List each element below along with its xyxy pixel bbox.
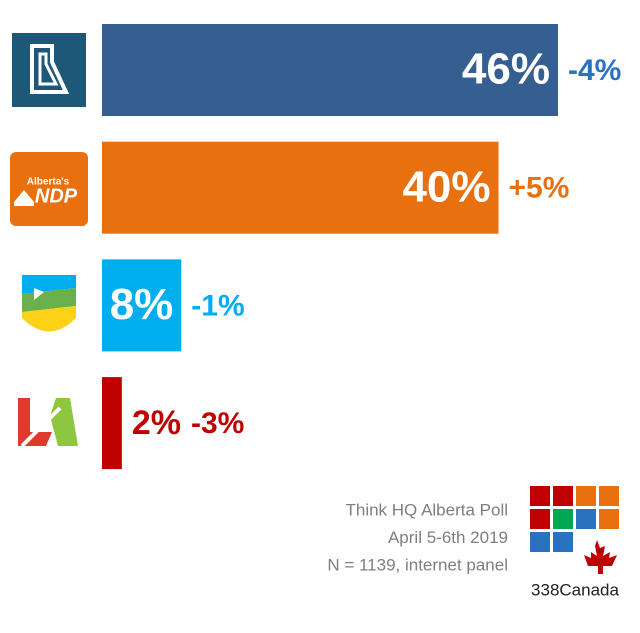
bar: [102, 259, 182, 352]
value-label: 8%: [110, 280, 174, 329]
value-label: 2%: [132, 404, 181, 442]
source-line: Think HQ Alberta Poll: [345, 500, 508, 519]
value-label: 40%: [402, 162, 490, 211]
source-line: N = 1139, internet panel: [327, 555, 508, 574]
ndp-logo-small: Alberta's: [27, 177, 70, 188]
change-label: -1%: [191, 289, 244, 322]
ucp-logo: [12, 33, 86, 107]
ndp-logo-text: NDP: [35, 185, 78, 207]
bar: [102, 377, 122, 470]
value-label: 46%: [462, 45, 550, 94]
liberal-logo: [18, 398, 78, 448]
brand-name: 338Canada: [531, 580, 619, 599]
alberta-party-logo: [22, 275, 76, 332]
change-label: -4%: [568, 54, 621, 87]
ndp-logo: Alberta's NDP: [10, 152, 88, 226]
change-label: -3%: [191, 407, 244, 440]
bar: [102, 24, 558, 116]
change-label: +5%: [509, 172, 570, 205]
brand-logo: [530, 486, 619, 574]
source-line: April 5-6th 2019: [388, 528, 508, 547]
bar: [102, 141, 499, 234]
